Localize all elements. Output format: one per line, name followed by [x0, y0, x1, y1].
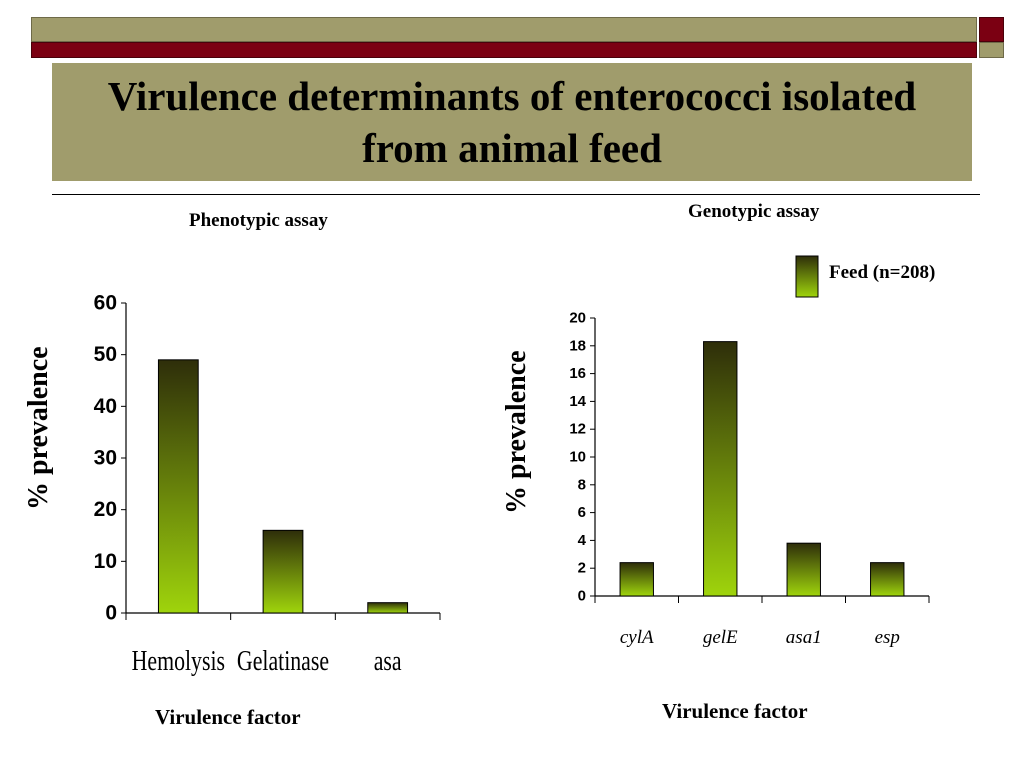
bar-hemolysis: [157, 359, 199, 614]
corner-square-olive: [979, 42, 1004, 58]
bar-esp: [870, 562, 905, 597]
y-tick-label: 14: [569, 393, 586, 410]
y-tick-label: 8: [578, 476, 586, 493]
bar-gele: [703, 341, 738, 597]
legend-label: Feed (n=208): [829, 262, 936, 283]
y-tick-label: 4: [578, 532, 587, 549]
genotypic-bar-chart: 0 2 4 6 8 10 12 14 16 18 20 cylA gelE asa1 esp: [569, 310, 930, 648]
category-label: gelE: [703, 627, 738, 648]
bar-cyla: [619, 562, 654, 597]
y-tick-label: 0: [105, 602, 117, 625]
phenotypic-bar-chart: 0 10 20 30 40 50 60 Hemolysis Gelatinase asa: [94, 292, 441, 677]
bar-gelatinase: [262, 529, 304, 614]
legend-swatch: [795, 255, 819, 298]
chart-title-phenotypic: Phenotypic assay: [189, 210, 328, 231]
y-axis-label-phenotypic: % prevalence: [23, 346, 54, 510]
y-tick-label: 20: [569, 310, 586, 327]
title-box: Virulence determinants of enterococci is…: [52, 63, 972, 181]
title-divider: [52, 194, 980, 195]
x-axis-label-phenotypic: Virulence factor: [155, 705, 301, 729]
y-tick-label: 10: [569, 449, 586, 466]
bar-asa1: [786, 542, 821, 597]
category-label: Gelatinase: [237, 647, 329, 677]
corner-square-maroon: [979, 17, 1004, 42]
y-tick-label: 20: [94, 498, 117, 521]
y-tick-label: 50: [94, 343, 117, 366]
header-bar-olive: [31, 17, 977, 42]
header-bar-maroon: [31, 42, 977, 58]
y-tick-label: 40: [94, 395, 117, 418]
category-label: asa1: [786, 627, 822, 648]
y-tick-label: 30: [94, 447, 117, 470]
y-tick-label: 10: [94, 550, 117, 573]
category-label: cylA: [620, 627, 654, 648]
chart-title-genotypic: Genotypic assay: [688, 201, 820, 222]
bar-asa: [367, 602, 409, 614]
x-axis-label-genotypic: Virulence factor: [662, 699, 808, 723]
y-axis-label-genotypic: % prevalence: [501, 350, 532, 514]
y-tick-label: 12: [569, 421, 586, 438]
slide-title: Virulence determinants of enterococci is…: [107, 73, 917, 171]
y-tick-label: 6: [578, 504, 586, 521]
y-tick-label: 16: [569, 365, 586, 382]
category-label: Hemolysis: [132, 647, 225, 677]
y-tick-label: 0: [578, 588, 586, 605]
y-tick-label: 60: [94, 292, 117, 315]
category-label: asa: [374, 647, 402, 677]
y-tick-label: 2: [578, 560, 586, 577]
y-tick-label: 18: [569, 337, 586, 354]
category-label: esp: [875, 627, 900, 648]
